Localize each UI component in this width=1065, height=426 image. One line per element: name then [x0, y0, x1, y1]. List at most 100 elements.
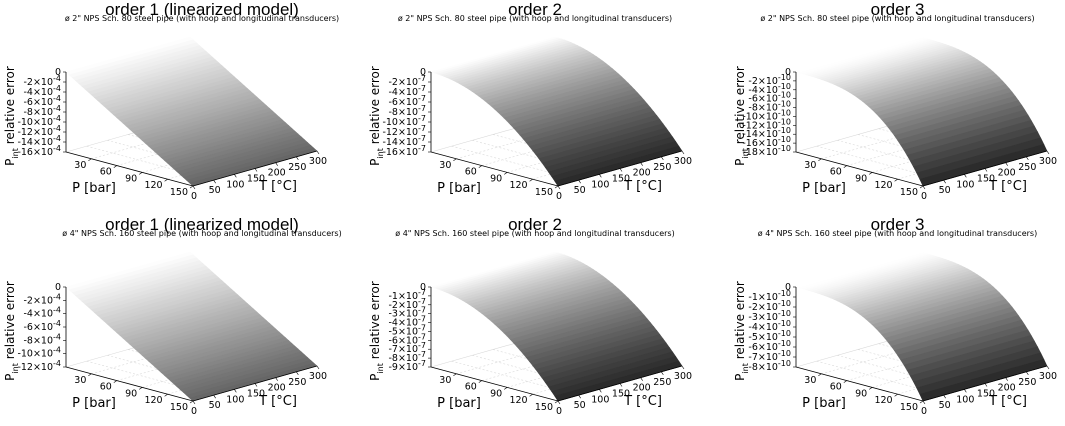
y-tick-label: 100: [956, 179, 974, 190]
z-tick-label: 0: [55, 282, 61, 293]
z-tick-label: -8×10-4: [23, 332, 61, 346]
x-tick-label: 120: [874, 395, 892, 406]
chart-title: order 1 (linearized model): [105, 0, 299, 19]
z-tick-label: 0: [785, 282, 791, 293]
z-tick-label: -2×10-10: [748, 299, 791, 313]
y-tick-label: 100: [226, 394, 244, 405]
x-tick-label: 120: [874, 180, 892, 191]
z-tick-label: 0: [55, 67, 61, 78]
chart-title: order 1 (linearized model): [105, 215, 299, 234]
y-tick-label: 50: [209, 400, 221, 411]
y-tick-label: 250: [288, 162, 306, 173]
y-tick-label: 50: [939, 185, 951, 196]
error-surface: [794, 36, 1048, 187]
y-tick-label: 50: [939, 400, 951, 411]
x-tick-label: 60: [465, 382, 477, 393]
x-tick-label: 30: [439, 160, 451, 171]
z-tick-label: -1×10-7: [388, 288, 426, 302]
z-tick-label: -3×10-10: [748, 309, 791, 323]
x-tick-label: 150: [535, 187, 553, 198]
x-tick-label: 120: [509, 180, 527, 191]
y-tick-label: 150: [977, 174, 995, 185]
y-tick-label: 250: [288, 377, 306, 388]
y-tick-label: 50: [209, 185, 221, 196]
y-tick-label: 0: [556, 406, 562, 417]
x-tick-label: 30: [439, 375, 451, 386]
z-tick-label: -10×10-10: [742, 108, 791, 122]
z-tick-label: -8×10-10: [748, 100, 791, 114]
x-tick-label: 150: [900, 187, 918, 198]
y-axis-label: T [°C]: [623, 394, 662, 409]
x-axis-label: P [bar]: [437, 396, 481, 411]
y-tick-label: 0: [921, 191, 927, 202]
z-tick-label: -1×10-10: [748, 289, 791, 303]
x-tick-label: 150: [900, 402, 918, 413]
y-tick-label: 150: [247, 174, 265, 185]
chart-panel: order 2ø 2" NPS Sch. 80 steel pipe (with…: [368, 0, 692, 202]
z-tick-label: -2×10-10: [748, 73, 791, 87]
chart-panel: order 1 (linearized model)ø 2" NPS Sch. …: [3, 0, 339, 202]
chart-subtitle: ø 4" NPS Sch. 160 steel pipe (with hoop …: [758, 229, 1037, 238]
y-axis-label: T [°C]: [258, 179, 297, 194]
chart-subtitle: ø 4" NPS Sch. 160 steel pipe (with hoop …: [62, 229, 341, 238]
chart-subtitle: ø 2" NPS Sch. 80 steel pipe (with hoop a…: [760, 14, 1034, 23]
y-tick-label: 300: [674, 371, 692, 382]
y-tick-label: 0: [921, 406, 927, 417]
z-tick-label: -6×10-4: [23, 319, 61, 333]
z-axis-label: Pint relative error: [733, 66, 750, 166]
z-tick-label: -8×10-4: [23, 104, 61, 118]
x-tick-label: 60: [100, 167, 112, 178]
chart-title: order 3: [871, 215, 925, 234]
x-tick-label: 30: [74, 375, 86, 386]
x-tick-label: 90: [490, 173, 502, 184]
x-axis-label: P [bar]: [802, 396, 846, 411]
y-tick-label: 150: [247, 389, 265, 400]
z-tick-label: -18×10-10: [742, 144, 791, 158]
z-tick-label: -2×10-4: [23, 292, 61, 306]
x-tick-label: 60: [830, 382, 842, 393]
x-tick-label: 150: [170, 402, 188, 413]
error-surface: [429, 36, 683, 187]
z-tick-label: -10×10-4: [17, 114, 61, 128]
y-tick-label: 200: [268, 383, 286, 394]
y-tick-label: 100: [226, 179, 244, 190]
z-tick-label: -3×10-7: [388, 306, 426, 320]
z-tick-label: -16×10-4: [17, 144, 61, 158]
x-axis-label: P [bar]: [72, 181, 116, 196]
y-axis-label: T [°C]: [258, 394, 297, 409]
x-tick-label: 90: [125, 173, 137, 184]
error-surface: [65, 36, 318, 187]
z-tick-label: -14×10-4: [17, 134, 61, 148]
chart-title: order 2: [508, 0, 562, 19]
x-tick-label: 30: [804, 375, 816, 386]
z-axis-label: Pint relative error: [3, 281, 20, 381]
y-tick-label: 0: [556, 191, 562, 202]
z-tick-label: -12×10-4: [17, 124, 61, 138]
error-surface: [429, 251, 683, 402]
y-tick-label: 200: [633, 383, 651, 394]
y-tick-label: 200: [998, 383, 1016, 394]
z-tick-label: -12×10-10: [742, 117, 791, 131]
z-tick-label: 0: [420, 282, 426, 293]
z-axis-label: Pint relative error: [368, 66, 385, 166]
x-tick-label: 90: [855, 388, 867, 399]
x-axis-label: P [bar]: [72, 396, 116, 411]
z-tick-label: -9×10-7: [388, 359, 426, 373]
z-tick-label: -4×10-10: [748, 82, 791, 96]
x-tick-label: 90: [125, 388, 137, 399]
z-tick-label: -10×10-7: [382, 114, 426, 128]
y-tick-label: 300: [1039, 156, 1057, 167]
y-tick-label: 250: [653, 162, 671, 173]
x-axis-label: P [bar]: [802, 181, 846, 196]
z-tick-label: -4×10-7: [388, 315, 426, 329]
y-tick-label: 50: [574, 185, 586, 196]
z-tick-label: -8×10-7: [388, 104, 426, 118]
z-tick-label: -16×10-10: [742, 135, 791, 149]
z-tick-label: -6×10-10: [748, 339, 791, 353]
z-tick-label: -5×10-10: [748, 329, 791, 343]
error-surface: [794, 251, 1048, 402]
z-tick-label: -2×10-7: [388, 297, 426, 311]
z-tick-label: -6×10-10: [748, 91, 791, 105]
